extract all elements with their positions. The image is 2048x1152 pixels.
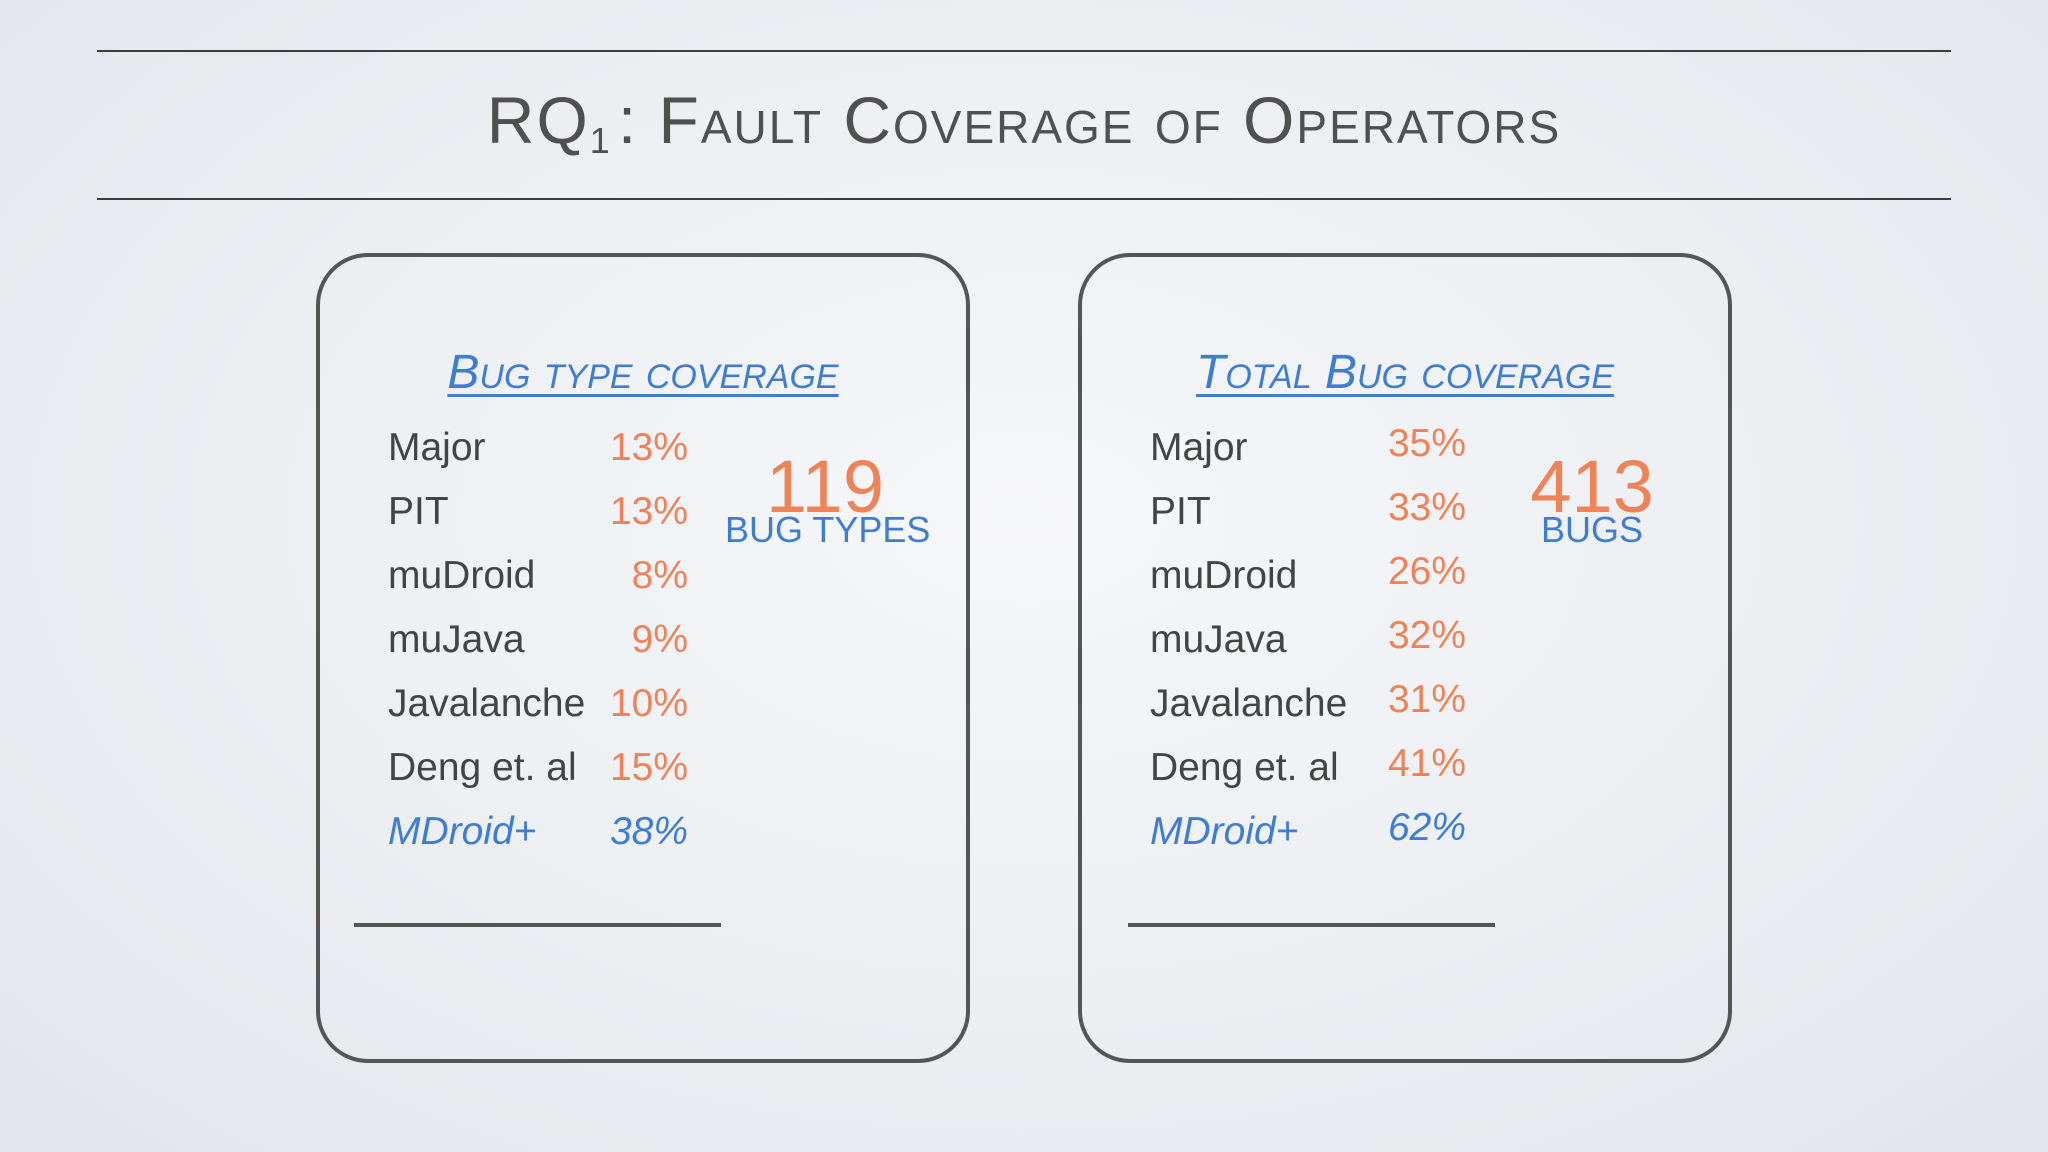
bug-type-count: 119	[766, 445, 884, 528]
title-subscript: 1	[589, 120, 612, 161]
table-row-highlight: MDroid+ 62%	[1150, 802, 1466, 862]
table-row: PIT 13%	[388, 482, 688, 542]
tool-name: Javalanche	[1150, 682, 1348, 725]
tool-name: Deng et. al	[1150, 746, 1339, 789]
table-row: muDroid 8%	[388, 546, 688, 606]
table-row: PIT 33%	[1150, 482, 1466, 542]
table-row: Major 35%	[1150, 418, 1466, 478]
coverage-value: 13%	[609, 490, 688, 533]
coverage-value: 38%	[609, 810, 688, 853]
tool-name: Deng et. al	[388, 746, 577, 789]
tool-name: muDroid	[1150, 554, 1298, 597]
tool-name: muJava	[388, 618, 525, 661]
tool-name: muJava	[1150, 618, 1287, 661]
coverage-value: 33%	[1387, 486, 1466, 529]
table-row: muJava 32%	[1150, 610, 1466, 670]
total-bug-coverage-panel: Total Bug coverage Major 35% PIT 33% muD…	[1078, 253, 1732, 1063]
panel-title: Bug type coverage	[447, 346, 839, 399]
coverage-value: 8%	[631, 554, 688, 597]
tool-name: Major	[1150, 426, 1248, 469]
table-row: Javalanche 10%	[388, 674, 688, 734]
total-bug-count-label: BUGS	[1540, 509, 1644, 550]
coverage-value: 13%	[609, 426, 688, 469]
tool-name: MDroid+	[388, 810, 537, 853]
coverage-value: 62%	[1387, 806, 1466, 849]
table-row-highlight: MDroid+ 38%	[388, 802, 688, 862]
tool-name: MDroid+	[1150, 810, 1299, 853]
bug-type-coverage-panel: Bug type coverage Major 13% PIT 13% muDr…	[316, 253, 970, 1063]
bug-type-count-label: BUG TYPES	[725, 509, 931, 550]
table-row: muDroid 26%	[1150, 546, 1466, 606]
total-bug-count: 413	[1530, 445, 1654, 528]
title-prefix: RQ	[486, 83, 590, 157]
top-rule	[97, 50, 1951, 52]
table-row: Major 13%	[388, 418, 688, 478]
slide-title: RQ1: Fault Coverage of Operators	[0, 82, 2048, 161]
coverage-value: 9%	[631, 618, 688, 661]
divider	[1128, 923, 1495, 927]
tool-name: PIT	[1150, 490, 1211, 533]
tool-name: Major	[388, 426, 486, 469]
coverage-value: 31%	[1387, 678, 1466, 721]
tool-name: muDroid	[388, 554, 536, 597]
table-row: muJava 9%	[388, 610, 688, 670]
coverage-value: 10%	[609, 682, 688, 725]
bottom-rule	[97, 198, 1951, 200]
coverage-value: 26%	[1387, 550, 1466, 593]
coverage-value: 41%	[1387, 742, 1466, 785]
tool-name: Javalanche	[388, 682, 586, 725]
tool-name: PIT	[388, 490, 449, 533]
table-row: Javalanche 31%	[1150, 674, 1466, 734]
table-row: Deng et. al 41%	[1150, 738, 1466, 798]
coverage-value: 15%	[609, 746, 688, 789]
table-row: Deng et. al 15%	[388, 738, 688, 798]
title-suffix: : Fault Coverage of Operators	[617, 83, 1562, 157]
coverage-value: 35%	[1387, 422, 1466, 465]
coverage-value: 32%	[1387, 614, 1466, 657]
divider	[354, 923, 721, 927]
panel-title: Total Bug coverage	[1196, 346, 1614, 399]
